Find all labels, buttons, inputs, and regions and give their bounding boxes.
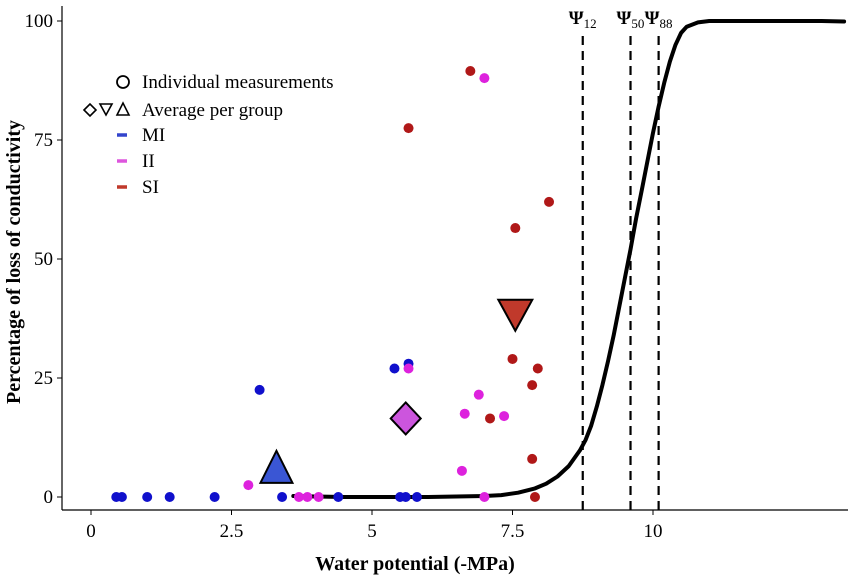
legend-triangle-down-icon [98, 103, 114, 117]
threshold-label-psi88: Ψ88 [645, 8, 673, 31]
data-point-ii [403, 363, 414, 374]
data-point-si [527, 453, 538, 464]
average-mi-triangle-up [258, 448, 295, 484]
data-point-si [544, 196, 555, 207]
psi-subscript: 12 [584, 16, 597, 31]
y-tick-label: 75 [34, 130, 53, 151]
vulnerability-curve-layer [291, 19, 847, 499]
psi-subscript: 50 [631, 16, 644, 31]
data-point-mi [254, 384, 265, 395]
data-point-si [510, 223, 521, 234]
data-point-si [403, 123, 414, 134]
x-tick-label: 5 [367, 521, 377, 542]
legend-average-shapes-icon [82, 101, 131, 118]
x-tick-label: 0 [86, 521, 96, 542]
legend-label-2: MI [142, 125, 165, 146]
data-point-mi [164, 492, 175, 502]
data-point-si [507, 353, 518, 364]
y-tick-label: 50 [34, 249, 53, 270]
average-si-triangle-down [496, 298, 534, 333]
legend-label-4: SI [142, 177, 159, 198]
data-points [111, 65, 555, 502]
psi-symbol: Ψ [569, 8, 584, 29]
data-point-ii [459, 408, 470, 419]
data-point-si [529, 492, 540, 502]
legend-label-1: Average per group [142, 100, 283, 121]
legend-label-0: Individual measurements [142, 72, 334, 93]
data-point-ii [456, 465, 467, 476]
legend: Individual measurements Average per group… [82, 72, 334, 198]
data-point-mi [389, 363, 400, 374]
threshold-label-psi12: Ψ12 [569, 8, 597, 31]
data-point-si [527, 380, 538, 391]
y-tick-label: 25 [34, 368, 53, 389]
x-tick-label: 10 [644, 521, 663, 542]
data-point-mi [116, 492, 127, 502]
data-point-si [485, 413, 496, 424]
data-point-ii [313, 492, 324, 502]
y-tick-label: 0 [44, 487, 54, 508]
legend-circle-icon [116, 75, 130, 89]
threshold-label-psi50: Ψ50 [617, 8, 645, 31]
legend-label-3: II [142, 151, 155, 172]
data-point-ii [479, 492, 490, 502]
data-point-ii [293, 492, 304, 502]
data-point-mi [277, 492, 288, 502]
data-point-mi [333, 492, 344, 502]
data-point-mi [411, 492, 422, 502]
group-averages [258, 298, 534, 484]
y-tick-label: 100 [25, 11, 54, 32]
psi-symbol: Ψ [617, 8, 632, 29]
data-point-ii [243, 480, 254, 491]
vulnerability-curve [291, 19, 847, 499]
data-point-mi [142, 492, 153, 502]
x-tick-label: 7.5 [501, 521, 525, 542]
data-point-si [532, 363, 543, 374]
threshold-lines: Ψ12 Ψ50 Ψ88 [569, 8, 673, 510]
psi-subscript: 88 [659, 16, 672, 31]
x-tick-label: 2.5 [220, 521, 244, 542]
data-point-ii [302, 492, 313, 502]
data-point-mi [209, 492, 220, 502]
data-point-mi [400, 492, 411, 502]
data-point-ii [473, 389, 484, 400]
psi-symbol: Ψ [645, 8, 660, 29]
legend-diamond-icon [82, 102, 98, 118]
x-axis-title: Water potential (-MPa) [315, 553, 515, 575]
data-point-ii [479, 73, 490, 84]
average-ii-diamond [389, 400, 423, 436]
data-point-si [465, 65, 476, 76]
data-point-ii [499, 411, 510, 422]
legend-triangle-up-icon [115, 101, 131, 116]
y-axis-title: Percentage of loss of conductivity [3, 120, 25, 404]
